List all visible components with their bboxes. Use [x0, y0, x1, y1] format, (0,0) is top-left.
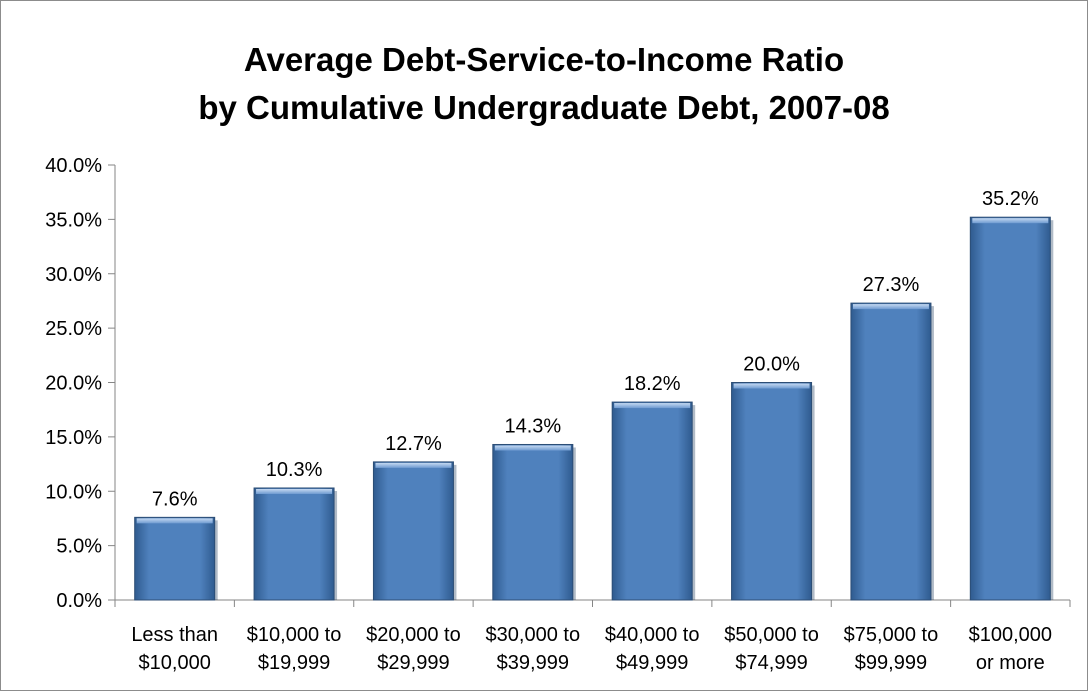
data-label: 35.2%	[982, 188, 1039, 210]
x-tick-label: $10,000	[139, 652, 211, 674]
labels: 7.6% Less than $10,000 10.3% $10,000 to $19,9…	[131, 188, 1052, 674]
data-label: 20.0%	[743, 354, 800, 376]
x-tick-label: $10,000 to	[247, 624, 342, 646]
chart-title: Average Debt-Service-to-Income Ratio by …	[0, 36, 1088, 132]
chart-title-line-2: by Cumulative Undergraduate Debt, 2007-0…	[198, 89, 890, 126]
bar	[492, 443, 574, 601]
x-tick-label: $29,999	[377, 652, 449, 674]
y-tick-label: 25.0%	[45, 318, 102, 340]
bar-highlight	[494, 445, 571, 451]
bars	[134, 216, 1054, 601]
x-tick-label: $75,000 to	[844, 624, 939, 646]
data-label: 18.2%	[624, 373, 681, 395]
bar	[731, 382, 813, 601]
y-tick-label: 0.0%	[56, 590, 102, 612]
bar-highlight	[852, 304, 929, 310]
x-tick-label: $39,999	[497, 652, 569, 674]
x-tick-label: $49,999	[616, 652, 688, 674]
bar	[611, 401, 693, 601]
data-label: 7.6%	[152, 488, 198, 510]
y-tick-label: 30.0%	[45, 264, 102, 286]
bar	[253, 487, 335, 601]
y-tick-label: 20.0%	[45, 373, 102, 395]
bar-highlight	[136, 518, 213, 524]
bar	[134, 516, 216, 601]
data-label: 27.3%	[863, 274, 920, 296]
bar-highlight	[256, 488, 333, 494]
x-tick-label: Less than	[131, 624, 218, 646]
y-tick-label: 5.0%	[56, 536, 102, 558]
axes: 0.0% 5.0% 10.0% 15.0% 20.0% 25.0% 30.0% 35.0% 40…	[45, 155, 1071, 612]
y-tick-label: 15.0%	[45, 427, 102, 449]
x-tick-label: $100,000	[969, 624, 1052, 646]
chart-title-line-1: Average Debt-Service-to-Income Ratio	[243, 41, 845, 78]
bar-highlight	[733, 383, 810, 389]
data-label: 12.7%	[385, 433, 442, 455]
data-label: 10.3%	[266, 459, 323, 481]
x-tick-label: $74,999	[735, 652, 807, 674]
x-tick-label: $99,999	[855, 652, 927, 674]
x-tick-label: $40,000 to	[605, 624, 700, 646]
y-tick-label: 10.0%	[45, 481, 102, 503]
x-tick-label: $19,999	[258, 652, 330, 674]
x-tick-label: or more	[976, 652, 1045, 674]
x-tick-label: $50,000 to	[724, 624, 819, 646]
x-tick-label: $20,000 to	[366, 624, 461, 646]
bar-highlight	[614, 403, 691, 409]
data-label: 14.3%	[504, 415, 561, 437]
y-tick-label: 35.0%	[45, 209, 102, 231]
x-tick-label: $30,000 to	[486, 624, 581, 646]
bar-highlight	[375, 462, 452, 468]
bar	[372, 461, 454, 601]
bar	[969, 216, 1051, 601]
bar-highlight	[972, 218, 1049, 224]
bar	[850, 302, 932, 601]
y-tick-label: 40.0%	[45, 155, 102, 177]
